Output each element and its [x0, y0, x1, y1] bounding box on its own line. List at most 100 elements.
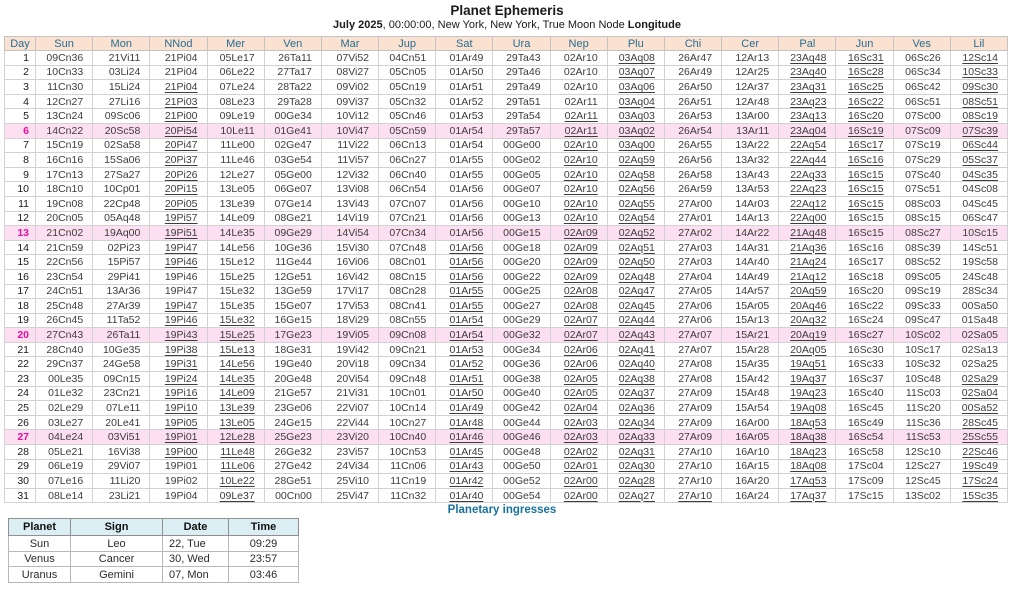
- column-header-sun: Sun: [34, 36, 94, 51]
- value-cell: 00Ge38: [492, 371, 551, 387]
- value-cell: 07Sc09: [892, 122, 951, 139]
- value-cell: 17Sc09: [835, 473, 894, 489]
- value-cell: 28Ta22: [263, 79, 322, 95]
- value-cell: 11Cn19: [378, 473, 437, 489]
- value-cell: 02Aq43: [606, 327, 665, 343]
- value-cell: 00Cn00: [263, 487, 322, 504]
- column-header-sat: Sat: [435, 36, 494, 51]
- value-cell: 29Cn37: [34, 356, 94, 373]
- value-cell: 15Sc35: [949, 487, 1009, 504]
- value-cell: 23Aq31: [778, 79, 837, 95]
- value-cell: 20Pi54: [149, 122, 208, 139]
- value-cell: 29Ta46: [492, 64, 551, 81]
- value-cell: 01Ar56: [435, 268, 494, 285]
- value-cell: 19Pi47: [149, 298, 208, 314]
- value-cell: 19Ge40: [263, 356, 322, 373]
- value-cell: 02Ge47: [263, 137, 322, 154]
- value-cell: 11Li20: [92, 473, 151, 489]
- value-cell: 12Ar48: [721, 93, 780, 110]
- value-cell: 17Cn13: [34, 166, 94, 183]
- value-cell: 11Le48: [206, 444, 265, 460]
- day-cell: 3: [4, 79, 36, 95]
- value-cell: 27Ta17: [263, 64, 322, 81]
- value-cell: 00Ge10: [492, 195, 551, 212]
- table-row: 10 18Cn10 10Cp01 20Pi15 13Le05 06Ge07 13Vi08 06…: [4, 181, 1009, 197]
- table-row: 31 08Le14 23Li21 19Pi04 09Le37 00Cn00 25Vi47 11…: [4, 487, 1009, 504]
- value-cell: 18Vi29: [320, 312, 380, 329]
- value-cell: 16Ar10: [721, 444, 780, 460]
- value-cell: 03Aq08: [606, 50, 665, 66]
- value-cell: 14Le35: [206, 225, 265, 241]
- value-cell: 05Le17: [206, 50, 265, 66]
- value-cell: 22Aq54: [778, 137, 837, 154]
- value-cell: 08Sc39: [892, 239, 951, 256]
- value-cell: 18Aq08: [778, 458, 837, 475]
- ephemeris-header-row: Day Sun Mon NNod Mer Ven Mar Jup Sat Ura Nep Plu Chi…: [4, 36, 1009, 51]
- value-cell: 07Sc40: [892, 166, 951, 183]
- value-cell: 19Sc58: [949, 254, 1009, 270]
- value-cell: 02Ar06: [549, 341, 608, 358]
- value-cell: 02Aq44: [606, 312, 665, 329]
- value-cell: 21Ge57: [263, 385, 322, 402]
- value-cell: 16Sc15: [835, 166, 894, 183]
- value-cell: 11Le06: [206, 458, 265, 475]
- value-cell: 02Sa25: [949, 356, 1009, 373]
- value-cell: 25Vi47: [320, 487, 380, 504]
- value-cell: 16Sc15: [835, 181, 894, 197]
- value-cell: 15Ar28: [721, 341, 780, 358]
- value-cell: 00Ge20: [492, 254, 551, 270]
- value-cell: 21Vi31: [320, 385, 380, 402]
- value-cell: 08Cn55: [378, 312, 437, 329]
- value-cell: 17Sc24: [949, 473, 1009, 489]
- value-cell: 16Sc27: [835, 327, 894, 343]
- value-cell: 28Cn40: [34, 341, 94, 358]
- value-cell: 02Ar03: [549, 414, 608, 431]
- value-cell: 27Ar07: [663, 327, 723, 343]
- value-cell: 19Cn08: [34, 195, 94, 212]
- value-cell: 19Aq00: [92, 225, 151, 241]
- value-cell: 14Ar13: [721, 210, 780, 227]
- value-cell: 20Pi47: [149, 137, 208, 154]
- value-cell: 06Cn40: [378, 166, 437, 183]
- value-cell: 00Ge34: [263, 108, 322, 124]
- value-cell: 07Sc00: [892, 108, 951, 124]
- value-cell: 01Ar43: [435, 458, 494, 475]
- value-cell: 22Aq44: [778, 152, 837, 168]
- value-cell: 15Le13: [206, 341, 265, 358]
- value-cell: 00Ge50: [492, 458, 551, 475]
- value-cell: 23Aq04: [778, 122, 837, 139]
- value-cell: 16Vi38: [92, 444, 151, 460]
- value-cell: 13Ar53: [721, 181, 780, 197]
- value-cell: 09Cn48: [378, 371, 437, 387]
- value-cell: 26Ta11: [92, 327, 151, 343]
- value-cell: 01Ar55: [435, 298, 494, 314]
- value-cell: 18Aq38: [778, 429, 837, 446]
- value-cell: 10Vi47: [320, 122, 380, 139]
- value-cell: 01Ar56: [435, 225, 494, 241]
- value-cell: 09Sc47: [892, 312, 951, 329]
- value-cell: 02Aq33: [606, 429, 665, 446]
- value-cell: 17Ge23: [263, 327, 322, 343]
- value-cell: 16Ar20: [721, 473, 780, 489]
- value-cell: 09Cn08: [378, 327, 437, 343]
- value-cell: 29Ta57: [492, 122, 551, 139]
- value-cell: 16Sc22: [835, 93, 894, 110]
- value-cell: 17Vi17: [320, 283, 380, 300]
- value-cell: 16Sc15: [835, 225, 894, 241]
- value-cell: 02Ar10: [549, 166, 608, 183]
- value-cell: 14Le09: [206, 385, 265, 402]
- ingress-column-header-time: Time: [228, 518, 299, 537]
- value-cell: 28Sc45: [949, 414, 1009, 431]
- value-cell: 22Cn56: [34, 254, 94, 270]
- day-cell: 24: [4, 385, 36, 402]
- value-cell: 02Ar08: [549, 283, 608, 300]
- value-cell: 29Ta43: [492, 50, 551, 66]
- value-cell: 27Ar05: [663, 283, 723, 300]
- value-cell: 16Sc20: [835, 283, 894, 300]
- table-row: 24 01Le32 23Cn21 19Pi16 14Le09 21Ge57 21Vi31 10…: [4, 385, 1009, 402]
- value-cell: 01Ar54: [435, 137, 494, 154]
- value-cell: 12Le28: [206, 429, 265, 446]
- value-cell: 20Pi37: [149, 152, 208, 168]
- value-cell: 03Aq07: [606, 64, 665, 81]
- value-cell: 19Pi46: [149, 268, 208, 285]
